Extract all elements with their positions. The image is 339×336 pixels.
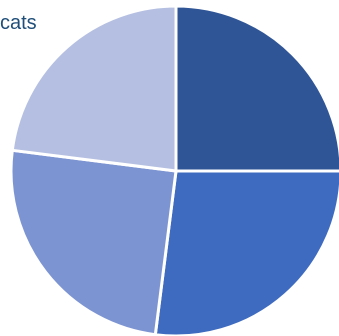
pie-slice-2: [153, 169, 339, 336]
pie-slice-3: [9, 148, 178, 336]
pie-slice-4: [10, 4, 178, 173]
pie-slices: [9, 4, 339, 336]
pie-slice-1: [174, 4, 339, 173]
chart-title: cats: [0, 12, 37, 34]
